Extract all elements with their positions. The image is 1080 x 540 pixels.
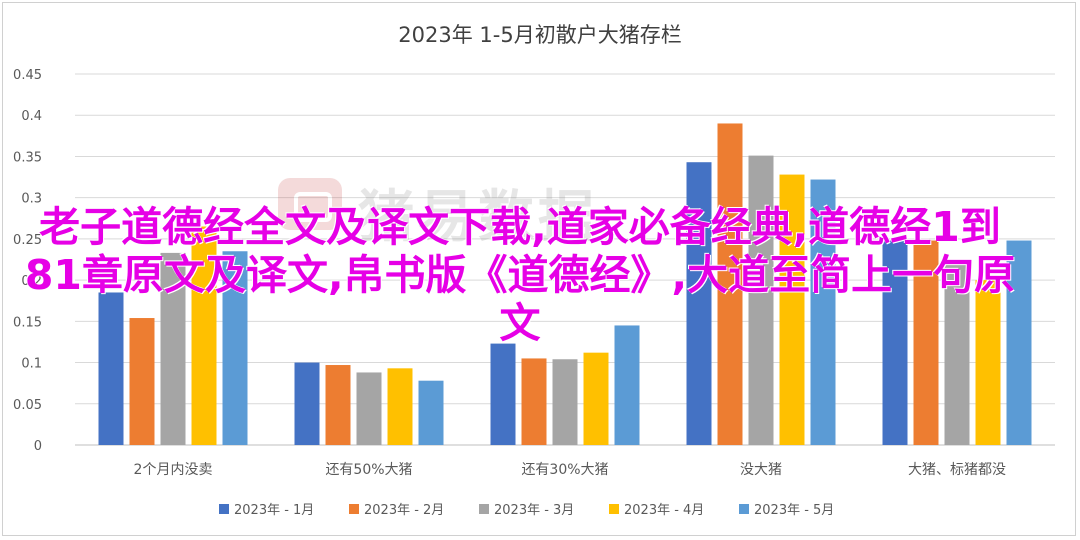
bar — [614, 325, 640, 445]
legend: 2023年 - 1月 2023年 - 2月 2023年 - 3月 2023年 - 4月… — [219, 503, 834, 518]
legend-label: 2023年 - 1月 — [234, 503, 314, 518]
legend-label: 2023年 - 4月 — [624, 503, 704, 518]
bar — [356, 372, 382, 445]
bar — [882, 240, 908, 445]
y-tick-label: 0.15 — [13, 315, 42, 330]
legend-swatch — [609, 504, 619, 514]
bar — [944, 261, 970, 445]
legend-label: 2023年 - 3月 — [494, 503, 574, 518]
legend-label: 2023年 - 2月 — [364, 503, 444, 518]
x-tick-label: 大猪、标猪都没 — [908, 462, 1006, 478]
y-tick-label: 0.3 — [21, 192, 42, 207]
bar — [222, 251, 248, 445]
y-tick-label: 0.05 — [13, 398, 42, 413]
y-tick-label: 0.45 — [13, 68, 42, 83]
bar — [779, 174, 805, 446]
legend-swatch — [479, 504, 489, 514]
y-tick-label: 0.2 — [21, 274, 42, 289]
bar — [583, 352, 609, 445]
y-tick-label: 0 — [34, 439, 42, 454]
legend-swatch — [349, 504, 359, 514]
bar — [191, 226, 217, 445]
x-axis: 2个月内没卖 还有50%大猪 还有30%大猪 没大猪 大猪、标猪都没 — [134, 462, 1006, 478]
bar — [160, 252, 186, 445]
x-tick-label: 没大猪 — [740, 462, 782, 478]
bar — [418, 380, 444, 445]
bar — [748, 155, 774, 445]
overlay-text: 老子道德经全文及译文下载,道家必备经典,道德经1到81章原文及译文,帛书版《道德… — [24, 203, 1016, 347]
bar — [294, 362, 320, 445]
bar — [325, 365, 351, 445]
bar — [913, 240, 939, 445]
bars — [98, 123, 1032, 446]
y-tick-label: 0.4 — [21, 109, 42, 124]
watermark-logo-icon — [278, 178, 342, 230]
bar — [129, 318, 155, 445]
x-tick-label: 还有30%大猪 — [521, 462, 608, 478]
legend-swatch — [739, 504, 749, 514]
watermark-text: 猪易数据 — [358, 185, 598, 250]
bar — [717, 123, 743, 445]
x-tick-label: 2个月内没卖 — [134, 462, 213, 478]
bar — [98, 292, 124, 445]
watermark: 猪易数据 — [278, 172, 748, 250]
bar — [1006, 240, 1032, 445]
bar — [552, 359, 578, 445]
bar — [810, 179, 836, 446]
y-tick-label: 0.35 — [13, 150, 42, 165]
bar — [975, 280, 1001, 445]
bar — [387, 368, 413, 445]
y-tick-label: 0.25 — [13, 233, 42, 248]
chart-title: 2023年 1-5月初散户大猪存栏 — [398, 23, 681, 47]
y-axis: 0 0.05 0.1 0.15 0.2 0.25 0.3 0.35 0.4 0.45 — [13, 68, 42, 454]
bar — [490, 343, 516, 445]
x-tick-label: 还有50%大猪 — [325, 462, 412, 478]
legend-swatch — [219, 504, 229, 514]
bar — [521, 358, 547, 445]
legend-label: 2023年 - 5月 — [754, 503, 834, 518]
y-tick-label: 0.1 — [21, 357, 42, 372]
bar — [686, 162, 712, 445]
